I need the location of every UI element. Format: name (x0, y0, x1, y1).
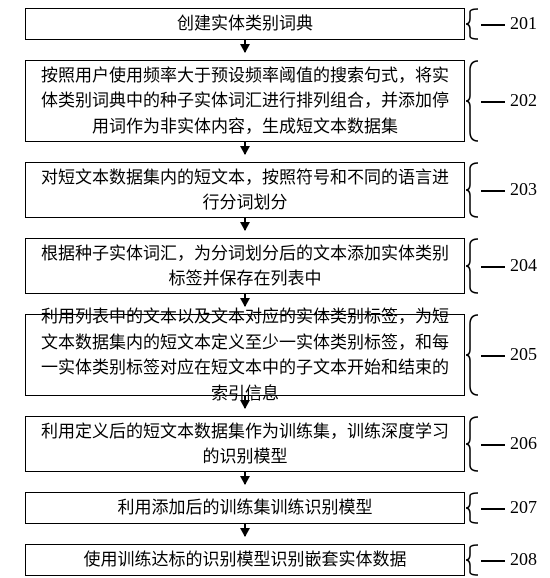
flowchart-container: { "layout": { "canvas_width": 550, "canv… (0, 0, 550, 578)
step-text: 按照用户使用频率大于预设频率阈值的搜索句式，将实体类别词典中的种子实体词汇进行排… (36, 63, 454, 140)
connector-202 (481, 101, 505, 103)
step-box-202: 按照用户使用频率大于预设频率阈值的搜索句式，将实体类别词典中的种子实体词汇进行排… (25, 60, 465, 142)
step-text: 利用添加后的训练集训练识别模型 (118, 495, 373, 521)
connector-203 (481, 190, 505, 192)
connector-206 (481, 444, 505, 446)
step-label-205: 205 (510, 344, 537, 365)
step-box-205: 利用列表中的文本以及文本对应的实体类别标签，为短文本数据集内的短文本定义至少一实… (25, 314, 465, 396)
brace-202 (467, 60, 479, 142)
brace-207 (467, 492, 479, 524)
brace-204 (467, 238, 479, 294)
connector-207 (481, 508, 505, 510)
step-label-208: 208 (510, 549, 537, 570)
step-label-202: 202 (510, 90, 537, 111)
step-text: 利用列表中的文本以及文本对应的实体类别标签，为短文本数据集内的短文本定义至少一实… (36, 304, 454, 406)
step-label-207: 207 (510, 497, 537, 518)
step-box-201: 创建实体类别词典 (25, 8, 465, 40)
connector-205 (481, 355, 505, 357)
step-text: 使用训练达标的识别模型识别嵌套实体数据 (84, 547, 407, 573)
arrow-207 (244, 472, 246, 484)
step-text: 根据种子实体词汇，为分词划分后的文本添加实体类别标签并保存在列表中 (36, 241, 454, 292)
connector-201 (481, 24, 505, 26)
step-box-208: 使用训练达标的识别模型识别嵌套实体数据 (25, 544, 465, 576)
connector-204 (481, 266, 505, 268)
arrow-203 (244, 142, 246, 154)
connector-208 (481, 560, 505, 562)
step-text: 创建实体类别词典 (177, 11, 313, 37)
step-box-207: 利用添加后的训练集训练识别模型 (25, 492, 465, 524)
arrow-206 (244, 396, 246, 408)
brace-208 (467, 544, 479, 576)
arrow-204 (244, 218, 246, 230)
step-box-204: 根据种子实体词汇，为分词划分后的文本添加实体类别标签并保存在列表中 (25, 238, 465, 294)
step-label-204: 204 (510, 255, 537, 276)
step-label-203: 203 (510, 179, 537, 200)
step-box-203: 对短文本数据集内的短文本，按照符号和不同的语言进行分词划分 (25, 162, 465, 218)
brace-205 (467, 314, 479, 396)
step-label-201: 201 (510, 13, 537, 34)
brace-203 (467, 162, 479, 218)
brace-201 (467, 8, 479, 40)
arrow-202 (244, 40, 246, 52)
step-label-206: 206 (510, 433, 537, 454)
step-text: 对短文本数据集内的短文本，按照符号和不同的语言进行分词划分 (36, 165, 454, 216)
step-text: 利用定义后的短文本数据集作为训练集，训练深度学习的识别模型 (36, 419, 454, 470)
arrow-205 (244, 294, 246, 306)
step-box-206: 利用定义后的短文本数据集作为训练集，训练深度学习的识别模型 (25, 416, 465, 472)
brace-206 (467, 416, 479, 472)
arrow-208 (244, 524, 246, 536)
